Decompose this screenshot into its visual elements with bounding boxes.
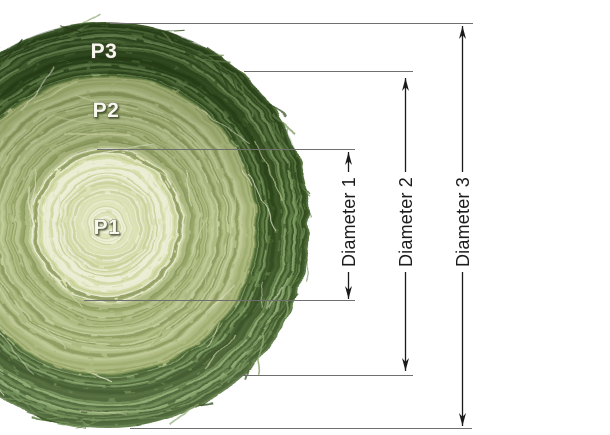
dimension-label-diameter-2: Diameter 2 <box>396 177 416 267</box>
bale-shading <box>0 22 310 428</box>
arrowhead-down-icon <box>402 358 409 371</box>
arrowhead-up-icon <box>402 78 409 91</box>
dimension-diameter-2: Diameter 2 <box>396 78 416 371</box>
zone-label-p3: P3 <box>91 40 118 63</box>
zone-labels: P3 P2 P1 <box>90 40 121 240</box>
dimension-label-diameter-1: Diameter 1 <box>339 177 359 267</box>
arrowhead-down-icon <box>345 286 352 299</box>
dimension-diameter-3: Diameter 3 <box>453 26 473 426</box>
dimension-diameter-1: Diameter 1 <box>339 152 359 299</box>
extension-lines <box>84 23 473 429</box>
arrowhead-down-icon <box>459 413 466 426</box>
zone-label-p2: P2 <box>93 99 120 122</box>
arrowhead-up-icon <box>345 152 352 165</box>
dimension-label-diameter-3: Diameter 3 <box>453 177 473 267</box>
zone-label-p1: P1 <box>94 216 121 239</box>
arrowhead-up-icon <box>459 26 466 39</box>
